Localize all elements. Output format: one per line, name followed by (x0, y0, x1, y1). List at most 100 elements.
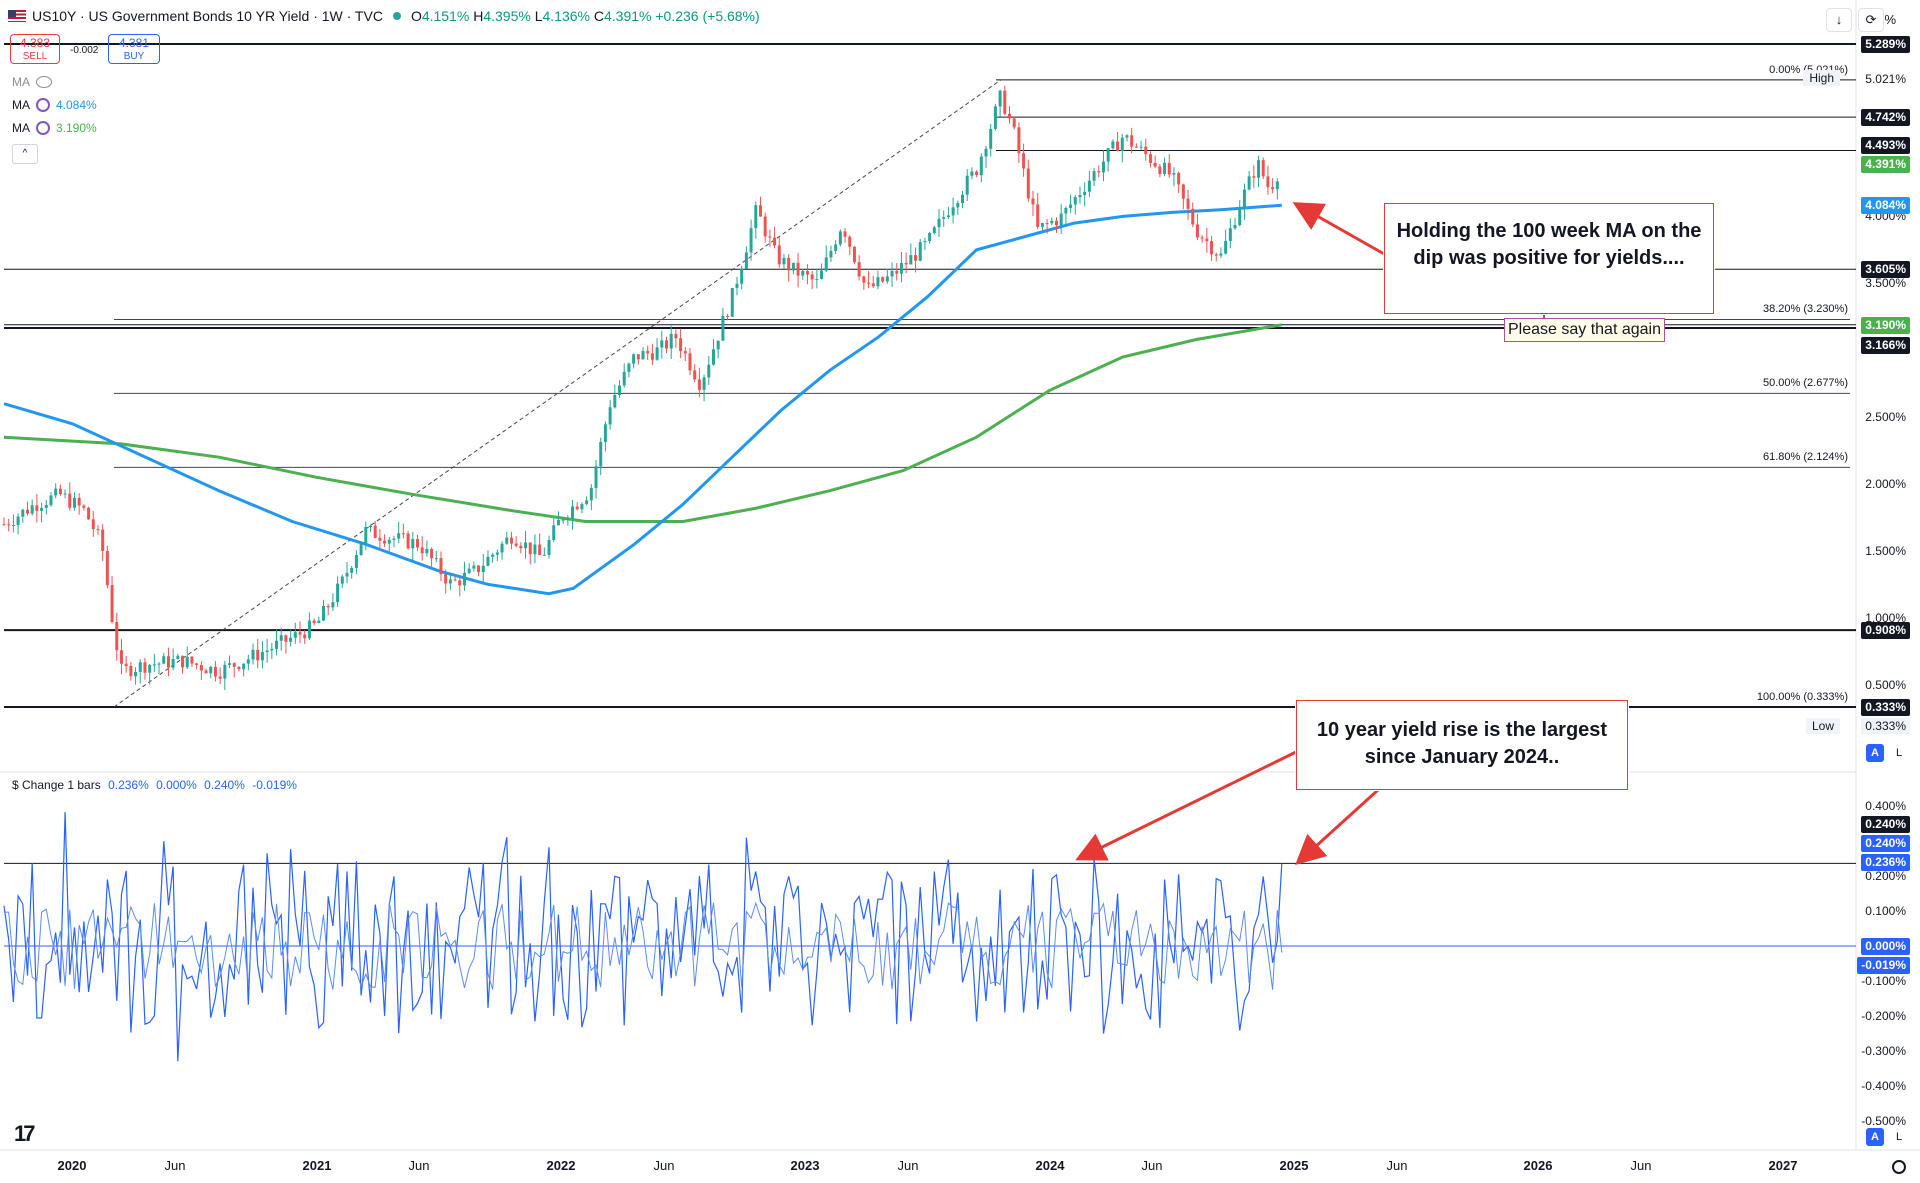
fib-label: 100.00% (0.333%) (1756, 691, 1848, 703)
candle-body (1087, 180, 1091, 192)
candle-body (777, 245, 781, 265)
candle-body (1059, 213, 1063, 226)
eye-off-icon[interactable] (36, 76, 52, 88)
time-axis-label: Jun (653, 1158, 675, 1173)
low-label: Low (1805, 718, 1840, 734)
grid-lines (0, 0, 1920, 1151)
arrow-to-jan-2024 (1075, 750, 1297, 861)
candle-body (1083, 191, 1087, 196)
candle-body (444, 574, 448, 584)
callout-largest-rise[interactable]: 10 year yield rise is the largest since … (1296, 700, 1628, 790)
sell-button[interactable]: 4.383 SELL (10, 34, 60, 64)
candle-body (923, 241, 927, 243)
candle-body (1078, 195, 1082, 198)
candle-body (453, 579, 457, 581)
candle-body (622, 371, 626, 386)
change-value: 0.000% (156, 778, 197, 792)
settings-gear-icon[interactable] (1892, 1160, 1906, 1174)
candle-body (524, 542, 528, 549)
candle-body (223, 664, 227, 679)
candle-body (298, 632, 302, 635)
candle-body (303, 634, 307, 639)
candle-body (580, 504, 584, 510)
indicator-ma-200[interactable]: MA 3.190% (12, 121, 97, 135)
candle-body (148, 665, 152, 673)
refresh-icon[interactable]: ⟳ (1858, 8, 1884, 32)
candle-body (1106, 148, 1110, 162)
candle-body (430, 549, 434, 559)
candle-body (669, 333, 673, 349)
candle-body (336, 583, 340, 603)
candle-body (965, 175, 969, 195)
time-axis-label: 2023 (790, 1158, 820, 1173)
candle-body (1012, 118, 1016, 128)
candle-body (1191, 208, 1195, 225)
candle-body (711, 349, 715, 365)
candle-body (242, 663, 246, 670)
high-label: High (1803, 70, 1840, 86)
candle-body (956, 203, 960, 208)
candle-body (1031, 198, 1035, 205)
candle-body (514, 543, 518, 546)
candle-body (1008, 113, 1012, 119)
candle-body (848, 236, 852, 247)
candle-body (72, 497, 76, 508)
tradingview-logo[interactable]: 17 (14, 1121, 36, 1146)
arrow-down-icon[interactable]: ↓ (1826, 8, 1852, 32)
candle-body (1026, 168, 1030, 199)
candle-body (895, 270, 899, 274)
candle-body (876, 277, 880, 287)
time-axis-label: 2026 (1523, 1158, 1553, 1173)
log-scale-button-sub[interactable]: L (1895, 1131, 1903, 1143)
candle-body (481, 565, 485, 573)
collapse-indicators-button[interactable]: ^ (12, 144, 38, 164)
candle-body (566, 518, 570, 520)
indicator-ma-100[interactable]: MA 4.084% (12, 98, 97, 112)
indicator-ma-hidden[interactable]: MA (12, 75, 52, 89)
candle-body (434, 558, 438, 560)
candle-body (237, 666, 241, 670)
candle-body (439, 558, 443, 575)
candle-body (740, 268, 744, 284)
candle-body (862, 276, 866, 283)
candle-body (49, 495, 53, 506)
settings-ring-icon[interactable] (36, 121, 50, 135)
candle-body (937, 218, 941, 228)
candle-body (1097, 171, 1101, 173)
change-axis-tick: 0.200% (1865, 869, 1906, 883)
price-tag: 4.493% (1861, 137, 1910, 154)
time-axis-label: Jun (164, 1158, 186, 1173)
change-indicator-legend[interactable]: $ Change 1 bars 0.236% 0.000% 0.240% -0.… (12, 778, 297, 792)
buy-button[interactable]: 4.381 BUY (108, 34, 160, 64)
indicator-value: 3.190% (56, 121, 97, 135)
candle-body (326, 605, 330, 608)
auto-scale-button-sub[interactable]: A (1866, 1128, 1884, 1146)
ohlc-low-key: L (534, 8, 543, 24)
callout-ma-hold[interactable]: Holding the 100 week MA on the dip was p… (1384, 203, 1714, 314)
fib-label: 38.20% (3.230%) (1763, 303, 1848, 315)
settings-ring-icon[interactable] (36, 98, 50, 112)
candle-body (754, 205, 758, 229)
time-axis-label: Jun (1630, 1158, 1652, 1173)
change-tag: 0.236% (1861, 854, 1910, 871)
auto-scale-button[interactable]: A (1866, 744, 1884, 762)
log-scale-button[interactable]: L (1895, 747, 1903, 759)
note-say-again[interactable]: Please say that again (1504, 318, 1665, 342)
candle-body (204, 670, 208, 674)
candle-body (105, 550, 109, 586)
candle-body (824, 257, 828, 271)
change-tag: 0.000% (1861, 938, 1910, 955)
sell-price: 4.383 (19, 36, 51, 50)
symbol-header[interactable]: US10Y · US Government Bonds 10 YR Yield … (8, 8, 760, 24)
arrow-to-ma (1292, 202, 1387, 257)
candle-body (519, 545, 523, 549)
candle-body (1233, 225, 1237, 229)
candle-body (124, 663, 128, 666)
candle-body (1139, 146, 1143, 148)
candle-body (166, 656, 170, 668)
symbol-title[interactable]: US10Y · US Government Bonds 10 YR Yield … (32, 8, 383, 24)
percent-scale-button[interactable]: % (1884, 12, 1896, 27)
candle-body (975, 171, 979, 176)
time-axis-label: 2024 (1035, 1158, 1065, 1173)
